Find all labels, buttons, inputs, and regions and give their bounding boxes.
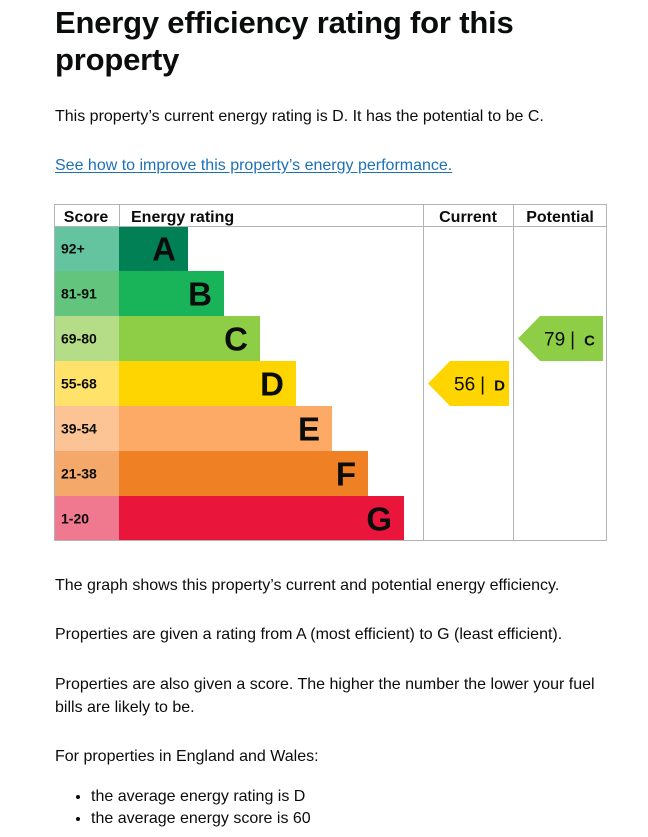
score-range-c: 69-80 [61,331,97,347]
header-energy-rating: Energy rating [131,209,234,226]
score-range-b: 81-91 [61,286,97,302]
rating-letter-b: B [188,276,212,313]
average-rating-item: the average energy rating is D [91,786,611,808]
page-title: Energy efficiency rating for this proper… [55,5,514,77]
potential-rating-score-value: 79 [544,330,565,351]
score-cell-b [54,271,119,316]
score-note: Properties are also given a score. The h… [55,676,595,716]
rating-letter-c: C [224,321,248,358]
rating-letter-d: D [260,366,284,403]
rating-bar-e [119,406,332,451]
score-range-e: 39-54 [61,421,97,437]
improve-paragraph: See how to improve this property’s energ… [55,154,615,177]
rating-letter-e: E [298,411,320,448]
average-list: the average energy rating is D the avera… [55,786,611,830]
rating-bar-d [119,361,296,406]
potential-rating-arrow [518,316,603,361]
improve-performance-link[interactable]: See how to improve this property’s energ… [55,157,453,174]
average-score-item: the average energy score is 60 [91,808,611,830]
rating-letter-f: F [336,456,356,493]
rating-bar-c [119,316,260,361]
score-range-a: 92+ [61,241,85,257]
epc-rating-chart: Score Energy rating Current Potential 92+ A 81… [54,204,607,541]
potential-rating-score-label: 79 | C [544,330,595,351]
rating-bar-a [119,226,188,271]
current-rating-score-label: 56 | D [454,375,505,396]
header-potential: Potential [526,209,594,226]
header-score: Score [64,209,109,226]
rating-note: Properties are given a rating from A (mo… [55,626,563,643]
current-rating-score-value: 56 [454,375,475,396]
score-cell-a [54,226,119,271]
intro-text: This property’s current energy rating is… [55,108,544,125]
graph-note: The graph shows this property’s current … [55,577,560,594]
rating-bar-b [119,271,224,316]
score-cell-c [54,316,119,361]
potential-rating-letter: C [584,333,595,350]
rating-bar-f [119,451,368,496]
score-range-f: 21-38 [61,466,97,482]
rating-letter-g: G [366,501,392,538]
score-cell-f [54,451,119,496]
score-cell-e [54,406,119,451]
rating-letter-a: A [152,231,176,268]
score-cell-d [54,361,119,406]
score-range-d: 55-68 [61,376,97,392]
current-rating-arrow [428,361,509,406]
score-cell-g [54,496,119,541]
region-note: For properties in England and Wales: [55,748,319,765]
header-current: Current [439,209,497,226]
current-rating-letter: D [494,378,505,395]
potential-rating-separator: | [570,330,575,351]
score-range-g: 1-20 [61,511,89,527]
rating-bar-g [119,496,404,541]
current-rating-separator: | [480,375,485,396]
